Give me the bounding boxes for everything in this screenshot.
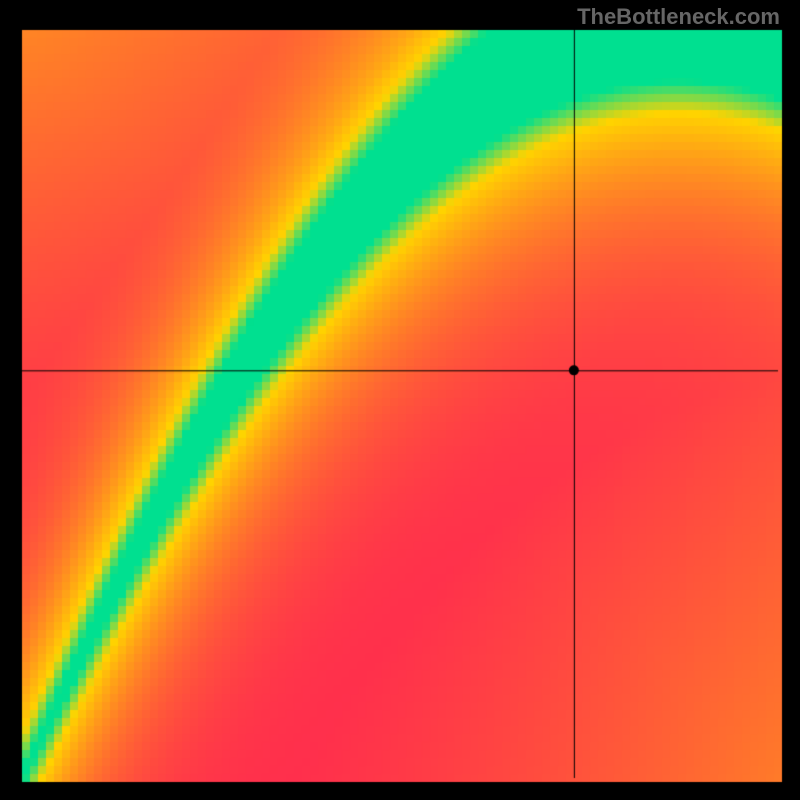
watermark-text: TheBottleneck.com bbox=[577, 4, 780, 30]
chart-container: TheBottleneck.com bbox=[0, 0, 800, 800]
bottleneck-heatmap bbox=[0, 0, 800, 800]
